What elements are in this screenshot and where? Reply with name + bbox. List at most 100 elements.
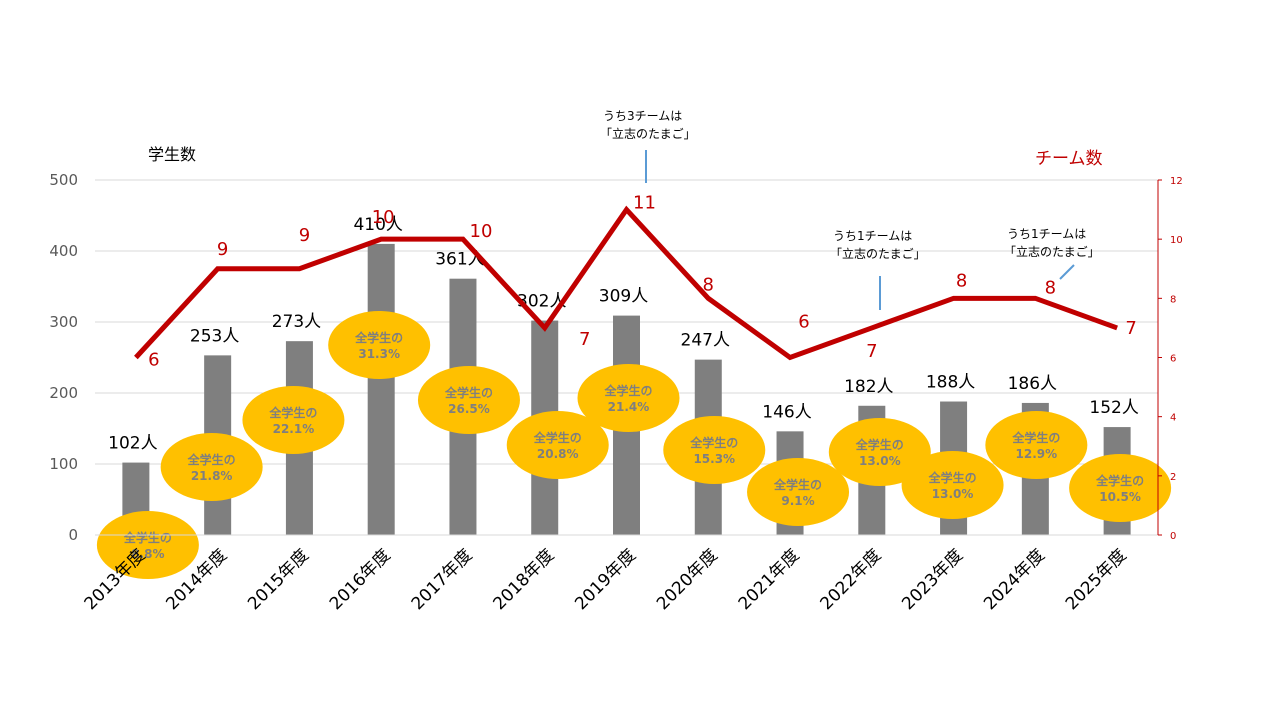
share-bubble-prefix: 全学生の [689, 435, 738, 450]
share-bubble-prefix: 全学生の [773, 477, 822, 492]
bar-data-label: 186人 [1008, 374, 1057, 394]
callout-line1: うち3チームは [603, 109, 682, 123]
x-tick-label: 2019年度 [571, 545, 640, 614]
x-tick-label: 2023年度 [898, 545, 967, 614]
callout-leader [1059, 264, 1075, 280]
y-left-tick-label: 400 [49, 242, 78, 260]
line-series [134, 205, 1118, 361]
share-bubble-ellipse [901, 451, 1004, 519]
line-data-label: 7 [1125, 318, 1136, 339]
share-bubble-value: 12.9% [1016, 447, 1058, 461]
callout: うち1チームは「立志のたまご」 [1004, 227, 1100, 280]
bar-data-label: 410人 [353, 215, 402, 235]
share-bubble-value: 22.1% [273, 422, 315, 436]
share-bubble: 全学生の 26.5% [417, 366, 520, 434]
share-bubble-value: 13.0% [859, 454, 901, 468]
share-bubble-ellipse [160, 433, 263, 501]
y-left-tick-label: 300 [49, 313, 78, 331]
share-bubble: 全学生の 15.3% [663, 416, 766, 484]
y-right-tick-label: 10 [1170, 235, 1183, 246]
share-bubble-ellipse [985, 411, 1088, 479]
share-bubble: 全学生の 12.9% [985, 411, 1088, 479]
line-data-label: 8 [956, 270, 967, 291]
callout: うち3チームは「立志のたまご」 [600, 109, 696, 183]
share-bubble: 全学生の 31.3% [328, 311, 431, 379]
bar-data-label: 102人 [108, 434, 157, 454]
line-data-label: 6 [148, 350, 159, 371]
bar-data-label: 309人 [599, 287, 648, 307]
bar-data-label: 188人 [926, 373, 975, 393]
bar-data-label: 302人 [517, 292, 566, 312]
y-left-tick-label: 500 [49, 171, 78, 189]
line-data-labels: 6 9 9 10 10 7 11 8 6 7 8 8 7 [148, 193, 1137, 371]
bar-data-label: 247人 [681, 331, 730, 351]
share-bubble-prefix: 全学生の [187, 452, 236, 467]
y-right-tick-label: 12 [1170, 176, 1183, 187]
share-bubble-ellipse [1069, 454, 1172, 522]
line-data-label: 6 [798, 312, 809, 333]
callout-line1: うち1チームは [1007, 227, 1086, 241]
line-data-label: 11 [633, 193, 656, 214]
line-data-label: 9 [299, 225, 310, 246]
right-axis-title: チーム数 [1035, 149, 1103, 169]
share-bubble-prefix: 全学生の [444, 385, 493, 400]
callout-line2: 「立志のたまご」 [830, 246, 926, 261]
share-bubble-value: 31.3% [358, 347, 400, 361]
y-right-tick-label: 2 [1170, 472, 1176, 483]
bar-data-label: 273人 [272, 312, 321, 332]
share-bubble-value: 26.5% [448, 402, 490, 416]
x-tick-label: 2022年度 [817, 545, 886, 614]
y-left-tick-label: 100 [49, 455, 78, 473]
share-bubble-value: 8.8% [131, 547, 164, 561]
share-bubble: 全学生の 10.5% [1069, 454, 1172, 522]
share-bubble-ellipse [577, 364, 680, 432]
share-bubble-value: 10.5% [1099, 490, 1141, 504]
share-bubble-value: 21.8% [191, 469, 233, 483]
share-bubble: 全学生の 13.0% [828, 418, 931, 486]
y-left-tick-label: 200 [49, 384, 78, 402]
line-data-label: 8 [703, 274, 714, 295]
bar-data-labels: 102人 253人 273人 410人 361人 302人 309人 247人 146人 182人… [108, 215, 1139, 454]
x-tick-label: 2018年度 [489, 545, 558, 614]
share-bubble: 全学生の 21.8% [160, 433, 263, 501]
share-bubble-prefix: 全学生の [1011, 430, 1060, 445]
y-right-tick-label: 0 [1170, 531, 1176, 542]
share-bubbles: 全学生の 8.8% 全学生の 21.8% 全学生の 22.1% 全学生の 31.3% 全学生の 2… [96, 311, 1172, 579]
bar-data-label: 146人 [762, 402, 811, 422]
share-bubble-ellipse [663, 416, 766, 484]
share-bubble-value: 13.0% [932, 487, 974, 501]
callout: うち1チームは「立志のたまご」 [830, 229, 926, 310]
y-left-tick-label: 0 [68, 526, 78, 544]
callout-line1: うち1チームは [833, 229, 912, 243]
share-bubble-ellipse [328, 311, 431, 379]
bar-data-label: 253人 [190, 326, 239, 346]
line-data-label: 7 [866, 341, 877, 362]
share-bubble-prefix: 全学生の [928, 470, 977, 485]
line-data-label: 9 [217, 239, 228, 260]
share-bubble-value: 21.4% [608, 400, 650, 414]
x-tick-label: 2017年度 [408, 545, 477, 614]
x-tick-label: 2015年度 [244, 545, 313, 614]
share-bubble-prefix: 全学生の [354, 330, 403, 345]
share-bubble: 全学生の 13.0% [901, 451, 1004, 519]
share-bubble: 全学生の 8.8% [96, 511, 199, 579]
share-bubble-ellipse [747, 458, 850, 526]
callouts: うち3チームは「立志のたまご」うち1チームは「立志のたまご」うち1チームは「立志… [600, 109, 1100, 310]
share-bubble-ellipse [242, 386, 345, 454]
left-axis-title: 学生数 [148, 145, 196, 164]
x-tick-label: 2021年度 [735, 545, 804, 614]
share-bubble-ellipse [506, 411, 609, 479]
share-bubble-value: 9.1% [781, 494, 814, 508]
y-right-tick-label: 4 [1170, 413, 1176, 424]
line-data-label: 10 [470, 221, 493, 242]
share-bubble-value: 15.3% [693, 452, 735, 466]
line-data-label: 8 [1045, 277, 1056, 298]
x-tick-label: 2025年度 [1062, 545, 1131, 614]
bar-data-label: 361人 [435, 250, 484, 270]
callout-line2: 「立志のたまご」 [1004, 244, 1100, 259]
share-bubble: 全学生の 21.4% [577, 364, 680, 432]
x-tick-label: 2016年度 [326, 545, 395, 614]
x-tick-label: 2020年度 [653, 545, 722, 614]
share-bubble: 全学生の 20.8% [506, 411, 609, 479]
share-bubble: 全学生の 9.1% [747, 458, 850, 526]
